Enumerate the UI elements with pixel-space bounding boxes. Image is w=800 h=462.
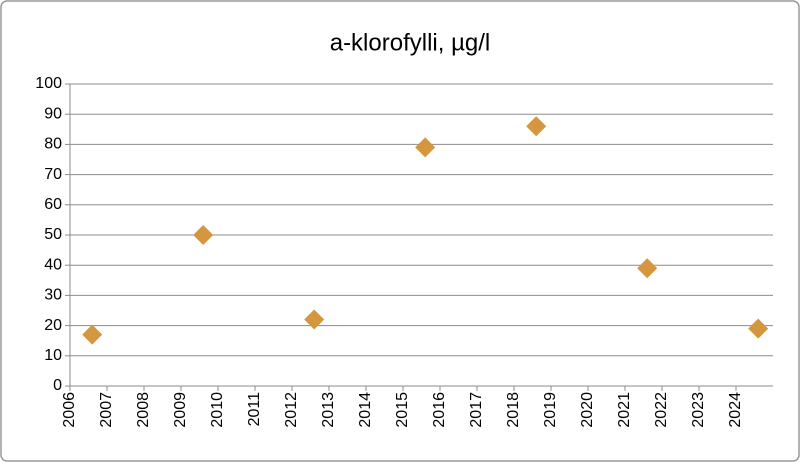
x-tick-label: 2019: [542, 392, 559, 428]
y-tick-label: 90: [44, 105, 62, 122]
y-tick-label: 100: [35, 75, 62, 92]
x-tick-label: 2007: [98, 392, 115, 428]
y-tick-label: 0: [53, 377, 62, 394]
x-tick-label: 2022: [653, 392, 670, 428]
point: [82, 324, 103, 345]
x-tick-label: 2015: [394, 392, 411, 428]
x-tick-label: 2018: [505, 392, 522, 428]
point: [193, 225, 214, 245]
y-tick-label: 20: [44, 317, 62, 334]
x-tick-label: 2010: [209, 392, 226, 428]
x-tick-label: 2012: [283, 392, 300, 428]
y-tick-label: 60: [44, 196, 62, 213]
y-tick-label: 70: [44, 166, 62, 183]
point: [526, 116, 547, 137]
y-tick-label: 40: [44, 256, 62, 273]
y-tick-label: 50: [44, 226, 62, 243]
x-tick-label: 2020: [579, 392, 596, 428]
x-tick-label: 2011: [246, 392, 263, 427]
point: [304, 309, 325, 330]
chart-title: a-klorofylli, µg/l: [330, 29, 491, 56]
x-tick-label: 2024: [727, 392, 744, 428]
y-tick-label: 10: [44, 347, 62, 364]
x-tick-label: 2017: [468, 392, 485, 428]
point: [637, 258, 658, 279]
x-tick-label: 2021: [616, 392, 633, 428]
y-tick-label: 30: [44, 287, 62, 304]
y-tick-label: 80: [44, 136, 62, 153]
x-tick-label: 2008: [135, 392, 152, 428]
point: [415, 137, 436, 158]
x-tick-label: 2009: [172, 392, 189, 428]
point: [748, 318, 769, 339]
x-tick-label: 2006: [61, 392, 78, 428]
x-tick-label: 2013: [320, 392, 337, 428]
x-tick-label: 2023: [690, 392, 707, 428]
x-tick-label: 2014: [357, 392, 374, 428]
x-tick-label: 2016: [431, 392, 448, 428]
